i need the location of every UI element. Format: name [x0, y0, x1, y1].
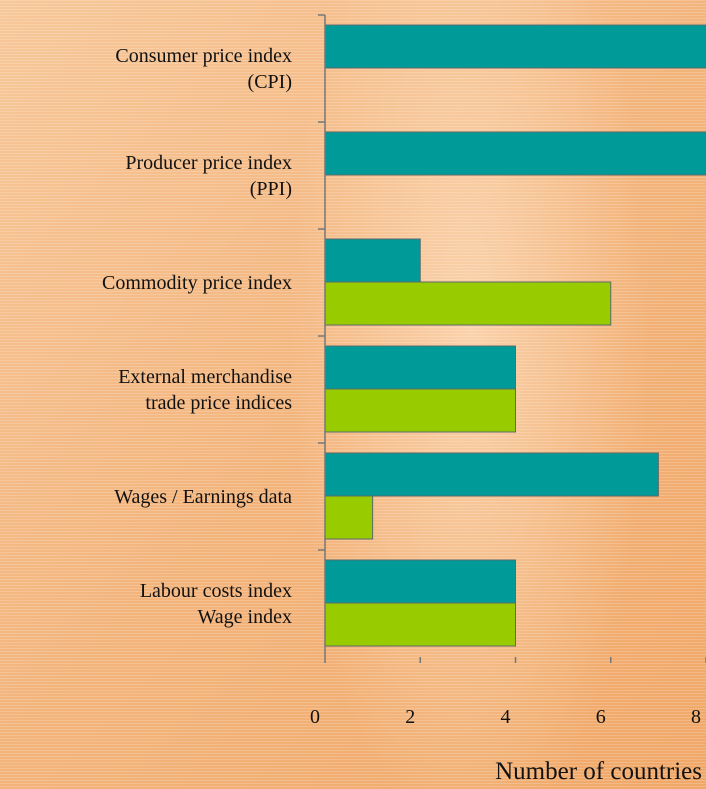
bar — [324, 559, 516, 604]
y-tick-label: Producer price index (PPI) — [125, 151, 292, 200]
bar — [324, 281, 612, 326]
x-tick-label: 6 — [595, 706, 606, 728]
y-tick-label: Commodity price index — [102, 271, 292, 294]
bar — [324, 495, 374, 540]
x-axis-label: Number of countries — [495, 758, 702, 785]
y-tick-label: External merchandise trade price indices — [118, 365, 292, 414]
x-tick-label: 8 — [691, 706, 701, 728]
y-tick-label: Wages / Earnings data — [114, 485, 292, 508]
bar — [324, 602, 516, 647]
bar — [324, 388, 516, 433]
x-tick-label: 4 — [500, 706, 511, 728]
bar — [324, 24, 706, 69]
x-tick-label: 0 — [310, 706, 320, 728]
bar — [324, 238, 421, 283]
x-tick-label: 2 — [405, 706, 416, 728]
y-tick-label: Consumer price index (CPI) — [115, 44, 292, 93]
bar — [324, 131, 706, 176]
y-tick-label: Labour costs index Wage index — [139, 579, 292, 628]
bar — [324, 452, 659, 497]
bar — [324, 345, 516, 390]
